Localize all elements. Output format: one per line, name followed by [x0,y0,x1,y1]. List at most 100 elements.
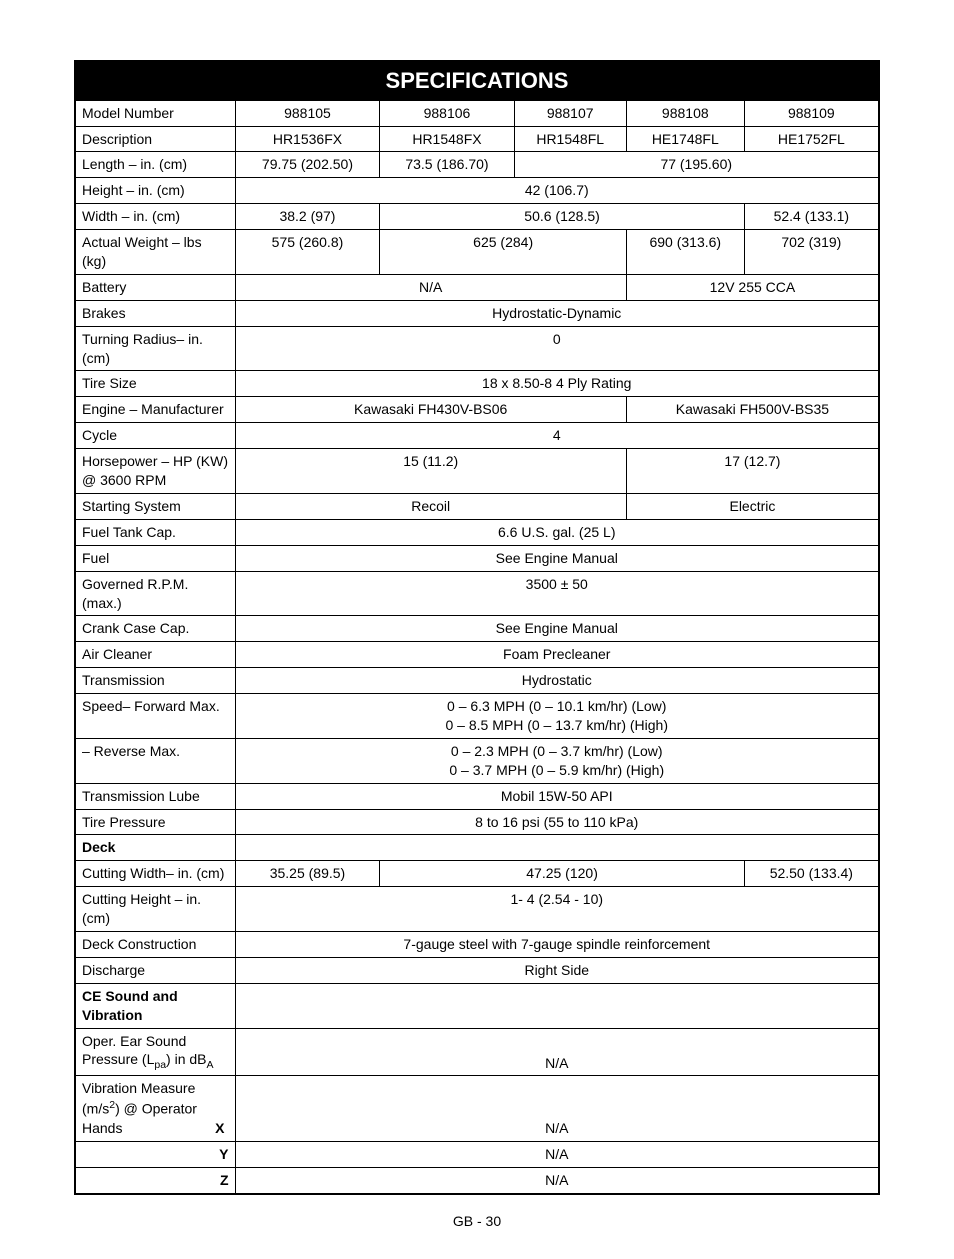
row-speed-rev: – Reverse Max. 0 – 2.3 MPH (0 – 3.7 km/h… [75,738,879,783]
row-battery: Battery N/A 12V 255 CCA [75,274,879,300]
label-deck: Deck [75,835,235,861]
row-turning-radius: Turning Radius– in. (cm) 0 [75,326,879,371]
cell: Kawasaki FH430V-BS06 [235,397,626,423]
cell: 42 (106.7) [235,178,879,204]
label-ce: CE Sound and Vibration [75,983,235,1028]
row-ce-header: CE Sound and Vibration [75,983,879,1028]
row-discharge: Discharge Right Side [75,957,879,983]
cell: 625 (284) [380,230,626,275]
label-oper-ear: Oper. Ear Sound Pressure (Lpa) in dBA [75,1028,235,1076]
row-vibration-x: Vibration Measure (m/s2) @ Operator Hand… [75,1076,879,1141]
speed-fwd-low: 0 – 6.3 MPH (0 – 10.1 km/hr) (Low) [242,697,873,716]
cell: 12V 255 CCA [626,274,879,300]
row-vibration-z: Z N/A [75,1167,879,1193]
row-air-cleaner: Air Cleaner Foam Precleaner [75,642,879,668]
label-model-number: Model Number [75,100,235,126]
cell: Right Side [235,957,879,983]
cell: 702 (319) [744,230,879,275]
label-width: Width – in. (cm) [75,204,235,230]
cell: 52.50 (133.4) [744,861,879,887]
cell: Electric [626,493,879,519]
cell: Recoil [235,493,626,519]
row-weight: Actual Weight – lbs (kg) 575 (260.8) 625… [75,230,879,275]
table-title: SPECIFICATIONS [75,61,879,100]
cell: 79.75 (202.50) [235,152,380,178]
cell: 52.4 (133.1) [744,204,879,230]
row-fuel-tank: Fuel Tank Cap. 6.6 U.S. gal. (25 L) [75,519,879,545]
label-tire-pressure: Tire Pressure [75,809,235,835]
cell: Foam Precleaner [235,642,879,668]
cell: HE1748FL [626,126,744,152]
cell: See Engine Manual [235,545,879,571]
label-battery: Battery [75,274,235,300]
cell: Hydrostatic [235,668,879,694]
cell: 988105 [235,100,380,126]
page-footer: GB - 30 [74,1213,880,1229]
cell-empty [235,835,879,861]
cell: 0 [235,326,879,371]
cell: 6.6 U.S. gal. (25 L) [235,519,879,545]
cell: 50.6 (128.5) [380,204,744,230]
cell: 575 (260.8) [235,230,380,275]
label-cutting-height: Cutting Height – in. (cm) [75,887,235,932]
cell: 38.2 (97) [235,204,380,230]
row-governed-rpm: Governed R.P.M. (max.) 3500 ± 50 [75,571,879,616]
axis-x: X [215,1119,224,1138]
oper-ear-sub-2: A [207,1059,214,1071]
cell: 7-gauge steel with 7-gauge spindle reinf… [235,931,879,957]
label-starting: Starting System [75,493,235,519]
speed-rev-low: 0 – 2.3 MPH (0 – 3.7 km/hr) (Low) [242,742,873,761]
cell: See Engine Manual [235,616,879,642]
row-starting: Starting System Recoil Electric [75,493,879,519]
label-tire-size: Tire Size [75,371,235,397]
row-cutting-height: Cutting Height – in. (cm) 1- 4 (2.54 - 1… [75,887,879,932]
label-transmission: Transmission [75,668,235,694]
cell: Mobil 15W-50 API [235,783,879,809]
row-oper-ear: Oper. Ear Sound Pressure (Lpa) in dBA N/… [75,1028,879,1076]
label-cutting-width: Cutting Width– in. (cm) [75,861,235,887]
cell: HR1548FL [514,126,626,152]
cell: 988108 [626,100,744,126]
row-deck-header: Deck [75,835,879,861]
row-deck-construction: Deck Construction 7-gauge steel with 7-g… [75,931,879,957]
row-engine: Engine – Manufacturer Kawasaki FH430V-BS… [75,397,879,423]
speed-fwd-high: 0 – 8.5 MPH (0 – 13.7 km/hr) (High) [242,716,873,735]
label-fuel: Fuel [75,545,235,571]
cell: 15 (11.2) [235,449,626,494]
cell: 47.25 (120) [380,861,744,887]
row-vibration-y: Y N/A [75,1141,879,1167]
row-speed-fwd: Speed– Forward Max. 0 – 6.3 MPH (0 – 10.… [75,694,879,739]
cell: Hydrostatic-Dynamic [235,300,879,326]
label-speed-rev: – Reverse Max. [75,738,235,783]
label-horsepower: Horsepower – HP (KW) @ 3600 RPM [75,449,235,494]
label-cycle: Cycle [75,423,235,449]
row-length: Length – in. (cm) 79.75 (202.50) 73.5 (1… [75,152,879,178]
cell: N/A [235,1141,879,1167]
cell: 17 (12.7) [626,449,879,494]
label-brakes: Brakes [75,300,235,326]
label-governed-rpm: Governed R.P.M. (max.) [75,571,235,616]
cell: HE1752FL [744,126,879,152]
row-fuel: Fuel See Engine Manual [75,545,879,571]
row-cycle: Cycle 4 [75,423,879,449]
label-vibration-x: Vibration Measure (m/s2) @ Operator Hand… [75,1076,235,1141]
axis-y: Y [219,1146,228,1162]
label-height: Height – in. (cm) [75,178,235,204]
cell: 4 [235,423,879,449]
label-air-cleaner: Air Cleaner [75,642,235,668]
row-height: Height – in. (cm) 42 (106.7) [75,178,879,204]
speed-rev-high: 0 – 3.7 MPH (0 – 5.9 km/hr) (High) [242,761,873,780]
cell: 0 – 2.3 MPH (0 – 3.7 km/hr) (Low) 0 – 3.… [235,738,879,783]
cell: 18 x 8.50-8 4 Ply Rating [235,371,879,397]
page: SPECIFICATIONS Model Number 988105 98810… [0,0,954,1259]
cell: Kawasaki FH500V-BS35 [626,397,879,423]
row-model-number: Model Number 988105 988106 988107 988108… [75,100,879,126]
cell: 690 (313.6) [626,230,744,275]
label-fuel-tank: Fuel Tank Cap. [75,519,235,545]
row-tire-pressure: Tire Pressure 8 to 16 psi (55 to 110 kPa… [75,809,879,835]
label-vibration-y: Y [75,1141,235,1167]
cell: 0 – 6.3 MPH (0 – 10.1 km/hr) (Low) 0 – 8… [235,694,879,739]
row-brakes: Brakes Hydrostatic-Dynamic [75,300,879,326]
label-weight: Actual Weight – lbs (kg) [75,230,235,275]
label-description: Description [75,126,235,152]
